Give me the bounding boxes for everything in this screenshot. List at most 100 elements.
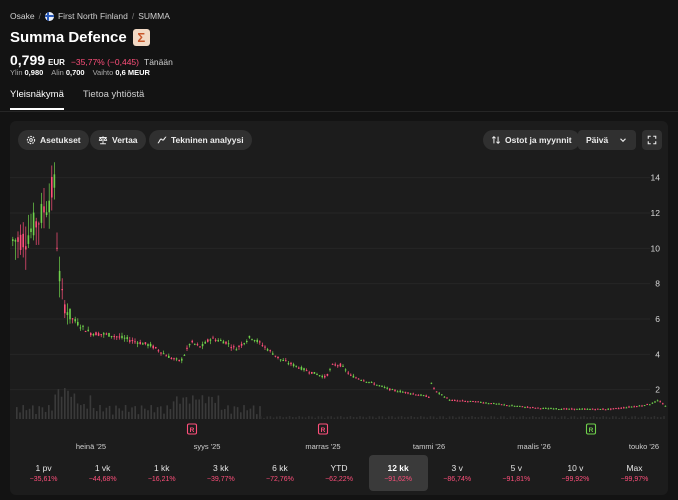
candle xyxy=(646,403,648,405)
candle xyxy=(204,341,206,344)
volume-bar xyxy=(599,417,601,419)
volume-bar xyxy=(343,417,345,419)
candle xyxy=(578,408,581,410)
period-12m[interactable]: 12 kk −91,62% xyxy=(368,455,428,491)
candle xyxy=(599,408,602,410)
candle xyxy=(573,408,576,410)
volume-bar xyxy=(554,416,556,419)
period-max[interactable]: Max −99,97% xyxy=(605,455,664,491)
candle xyxy=(113,336,115,338)
period-label: 12 kk xyxy=(387,463,409,473)
trades-button[interactable]: Ostot ja myynnit xyxy=(483,130,580,150)
candle xyxy=(82,325,84,327)
candle xyxy=(415,394,417,396)
candle xyxy=(175,358,178,360)
candle xyxy=(516,405,518,407)
candle xyxy=(467,401,469,403)
candle xyxy=(305,370,308,372)
candle xyxy=(51,176,53,198)
volume-bar xyxy=(372,416,374,419)
price-chart-canvas[interactable]: 2 4 6 8 10 12 14 heinä '25 syys '25 marras '25 tam… xyxy=(10,121,668,456)
volume-bar xyxy=(172,401,175,419)
tab-company-info[interactable]: Tietoa yhtiöstä xyxy=(82,89,145,100)
period-3m[interactable]: 3 kk −39,77% xyxy=(191,455,250,491)
candle xyxy=(97,333,100,336)
candle xyxy=(251,339,253,341)
candle xyxy=(84,331,87,333)
period-1m[interactable]: 1 kk −16,21% xyxy=(132,455,191,491)
volume-bar xyxy=(112,414,114,419)
period-5y[interactable]: 5 v −91,81% xyxy=(487,455,546,491)
volume-bar xyxy=(487,417,489,419)
technical-analysis-button[interactable]: Tekninen analyysi xyxy=(149,130,252,150)
tab-bar: Yleisnäkymä Tietoa yhtiöstä xyxy=(10,89,144,110)
volume-bar xyxy=(596,416,598,419)
volume-bar xyxy=(477,417,480,419)
candle xyxy=(391,389,394,391)
candle xyxy=(300,367,303,370)
volume-bar xyxy=(89,395,92,419)
candle xyxy=(347,372,349,374)
candle xyxy=(337,365,339,367)
volume-bar xyxy=(573,416,576,419)
volume-bar xyxy=(442,416,444,419)
candle xyxy=(381,385,383,387)
period-change: −91,81% xyxy=(502,476,531,483)
volume-stat: Vaihto 0,6 MEUR xyxy=(93,68,150,77)
candle xyxy=(277,356,279,359)
volume-bar xyxy=(432,416,435,419)
interval-select[interactable]: Päivä xyxy=(578,130,636,150)
volume-bar xyxy=(576,417,579,419)
price-chart[interactable]: 2 4 6 8 10 12 14 heinä '25 syys '25 marras '25 tam… xyxy=(10,121,668,456)
candle xyxy=(116,336,118,338)
period-1w[interactable]: 1 vk −44,68% xyxy=(73,455,132,491)
volume-bar xyxy=(394,417,396,419)
candle xyxy=(342,365,344,367)
candle xyxy=(308,372,310,374)
candle xyxy=(334,364,336,366)
volume-bar xyxy=(22,405,24,419)
period-ytd[interactable]: YTD −62,22% xyxy=(309,455,368,491)
breadcrumb-market[interactable]: First North Finland xyxy=(57,11,128,21)
volume-bar xyxy=(224,409,226,419)
candle xyxy=(240,343,243,346)
period-change: −62,22% xyxy=(325,476,353,483)
volume-bar xyxy=(644,416,646,419)
company-logo: Σ xyxy=(132,29,150,46)
period-6m[interactable]: 6 kk −72,76% xyxy=(250,455,309,491)
volume-bar xyxy=(131,407,133,419)
candle xyxy=(383,387,386,389)
fullscreen-button[interactable] xyxy=(642,130,662,150)
period-3y[interactable]: 3 v −86,74% xyxy=(428,455,487,491)
event-marker-label: R xyxy=(190,427,195,434)
x-tick-label: maalis '26 xyxy=(517,442,551,451)
candle xyxy=(407,392,409,394)
volume-bar xyxy=(615,416,617,419)
volume-bar xyxy=(220,409,223,419)
candle xyxy=(248,335,251,338)
candle xyxy=(454,400,456,402)
volume-bar xyxy=(567,417,569,419)
breadcrumb: Osake / First North Finland / SUMMA xyxy=(10,11,170,21)
settings-button[interactable]: Asetukset xyxy=(18,130,89,150)
breadcrumb-stock[interactable]: Osake xyxy=(10,11,35,21)
candle xyxy=(404,391,407,393)
candle xyxy=(147,344,149,347)
page-title: Summa Defence xyxy=(10,29,127,46)
compare-button[interactable]: Vertaa xyxy=(90,130,146,150)
candle xyxy=(27,235,30,244)
candle xyxy=(266,349,269,351)
volume-bar xyxy=(423,416,425,419)
candle xyxy=(168,355,170,358)
period-1d[interactable]: 1 pv −35,61% xyxy=(14,455,73,491)
candle xyxy=(253,340,256,342)
volume-bar xyxy=(368,416,371,419)
candle xyxy=(607,408,609,410)
candle xyxy=(165,355,167,357)
candle xyxy=(25,246,27,250)
candle xyxy=(581,408,583,410)
volume-bar xyxy=(413,416,416,419)
tab-overview[interactable]: Yleisnäkymä xyxy=(10,89,64,110)
period-10y[interactable]: 10 v −99,92% xyxy=(546,455,605,491)
candle xyxy=(69,308,71,320)
